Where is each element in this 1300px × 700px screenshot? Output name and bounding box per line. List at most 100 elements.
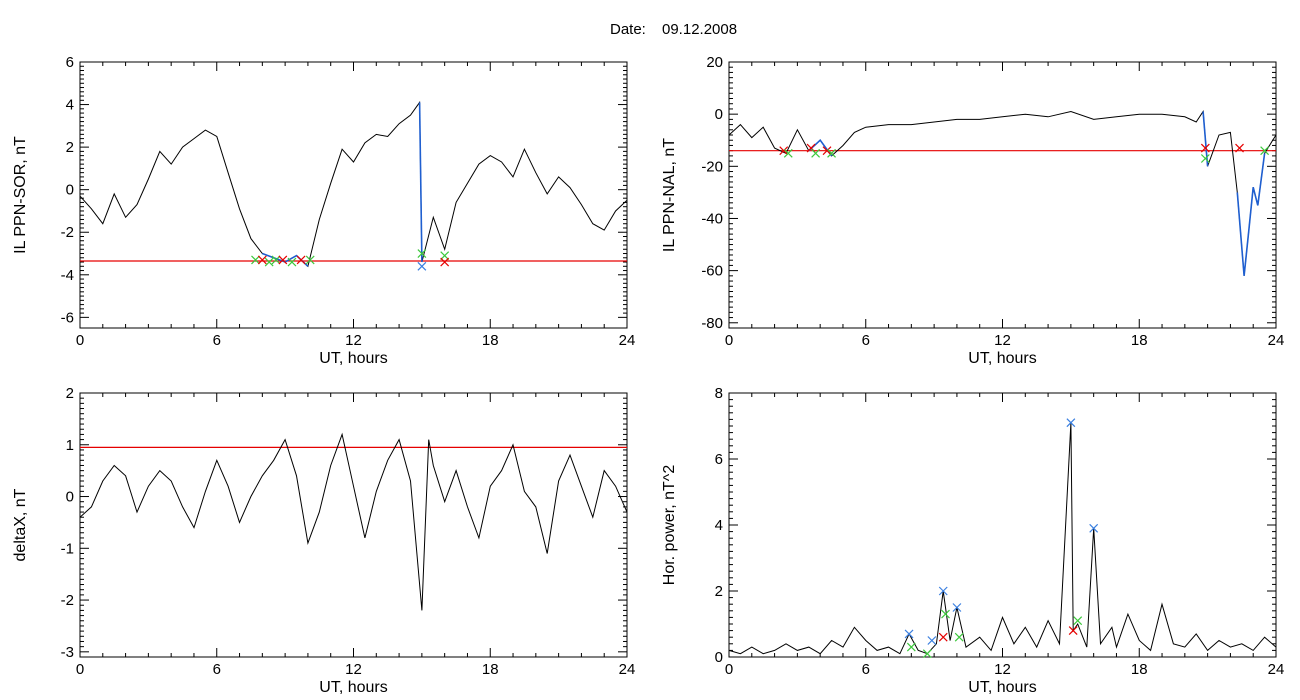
x-tick-label: 0: [725, 332, 733, 349]
y-axis-label: IL PPN-SOR, nT: [12, 136, 29, 254]
event-marker: [1089, 523, 1099, 533]
event-marker: [927, 636, 937, 645]
series-line: [79, 432, 628, 611]
highlight-segment: [1236, 153, 1266, 276]
x-tick-label: 12: [994, 332, 1011, 349]
highlight-segment: [418, 102, 423, 263]
y-axis-label: IL PPN-NAL, nT: [661, 138, 678, 252]
y-tick-label: 1: [66, 437, 74, 454]
event-marker: [251, 255, 260, 265]
x-tick-label: 24: [1268, 661, 1285, 678]
y-tick-label: -2: [61, 592, 74, 609]
event-marker: [922, 649, 932, 659]
event-marker: [938, 632, 948, 642]
y-tick-label: -3: [61, 644, 74, 661]
y-tick-label: 20: [706, 54, 723, 71]
x-tick-label: 6: [862, 332, 870, 349]
x-tick-label: 18: [1131, 332, 1148, 349]
plot-frame: [79, 392, 628, 658]
y-axis-label: deltaX, nT: [12, 488, 29, 561]
y-tick-label: 8: [715, 385, 723, 402]
event-marker: [1260, 146, 1270, 156]
y-tick-label: -20: [701, 158, 723, 175]
event-marker: [440, 257, 450, 267]
event-marker: [1235, 143, 1244, 153]
event-marker: [779, 146, 789, 156]
x-tick-label: 18: [482, 332, 499, 349]
event-marker: [264, 257, 274, 267]
x-axis-label: UT, hours: [319, 350, 387, 367]
y-axis-label: Hor. power, nT^2: [661, 465, 678, 586]
x-tick-label: 12: [345, 332, 362, 349]
x-tick-label: 6: [213, 332, 221, 349]
y-tick-label: 0: [715, 106, 723, 123]
event-marker: [811, 148, 821, 158]
x-tick-label: 0: [76, 661, 84, 678]
event-marker: [278, 255, 288, 265]
y-tick-label: 6: [66, 54, 74, 71]
series-line: [728, 110, 1277, 276]
x-tick-label: 24: [1268, 332, 1285, 349]
y-tick-label: 0: [66, 489, 74, 506]
event-marker: [287, 257, 297, 267]
x-tick-label: 18: [1131, 661, 1148, 678]
y-tick-label: 2: [66, 385, 74, 402]
y-tick-label: -80: [701, 315, 723, 332]
x-tick-label: 6: [862, 661, 870, 678]
highlight-segment: [808, 139, 833, 157]
event-marker: [1066, 418, 1076, 428]
event-marker: [417, 261, 427, 271]
x-tick-label: 24: [619, 661, 636, 678]
x-tick-label: 0: [76, 332, 84, 349]
event-marker: [296, 255, 306, 265]
event-marker: [822, 146, 832, 156]
y-tick-label: 2: [66, 139, 74, 156]
x-tick-label: 12: [345, 661, 362, 678]
plot-frame: [79, 61, 628, 329]
y-tick-label: -4: [61, 267, 74, 284]
event-marker: [952, 603, 962, 612]
event-marker: [440, 251, 450, 261]
event-marker: [827, 148, 836, 158]
event-marker: [305, 255, 315, 265]
plot-frame: [728, 61, 1277, 329]
event-marker: [417, 249, 427, 258]
series-line: [728, 422, 1277, 655]
y-tick-label: -2: [61, 224, 74, 241]
x-axis-label: UT, hours: [968, 350, 1036, 367]
event-marker: [1200, 143, 1210, 153]
x-tick-label: 18: [482, 661, 499, 678]
event-marker: [954, 632, 964, 642]
y-tick-label: -1: [61, 540, 74, 557]
y-tick-label: 2: [715, 583, 723, 600]
event-marker: [1073, 616, 1083, 626]
x-tick-label: 24: [619, 332, 636, 349]
y-tick-label: 0: [715, 649, 723, 666]
event-marker: [941, 609, 950, 619]
x-axis-label: UT, hours: [968, 679, 1036, 696]
series-line: [79, 100, 628, 268]
x-axis-label: UT, hours: [319, 679, 387, 696]
event-marker: [257, 255, 267, 265]
y-tick-label: 6: [715, 451, 723, 468]
date-label: Date:: [610, 21, 646, 38]
event-marker: [938, 586, 948, 596]
x-tick-label: 12: [994, 661, 1011, 678]
y-tick-label: -6: [61, 309, 74, 326]
y-tick-label: 0: [66, 182, 74, 199]
event-marker: [1200, 154, 1210, 163]
x-tick-label: 0: [725, 661, 733, 678]
event-marker: [1068, 626, 1078, 636]
y-tick-label: 4: [66, 97, 74, 114]
date-value: 09.12.2008: [662, 21, 737, 38]
event-marker: [271, 255, 281, 265]
event-marker: [904, 629, 914, 639]
event-marker: [906, 642, 916, 652]
chart-panel-2: 0 6 12 18 24 -80 -60 -40 -20 0 20 UT, hours IL PPN-N…: [661, 54, 1284, 367]
y-tick-label: -40: [701, 210, 723, 227]
